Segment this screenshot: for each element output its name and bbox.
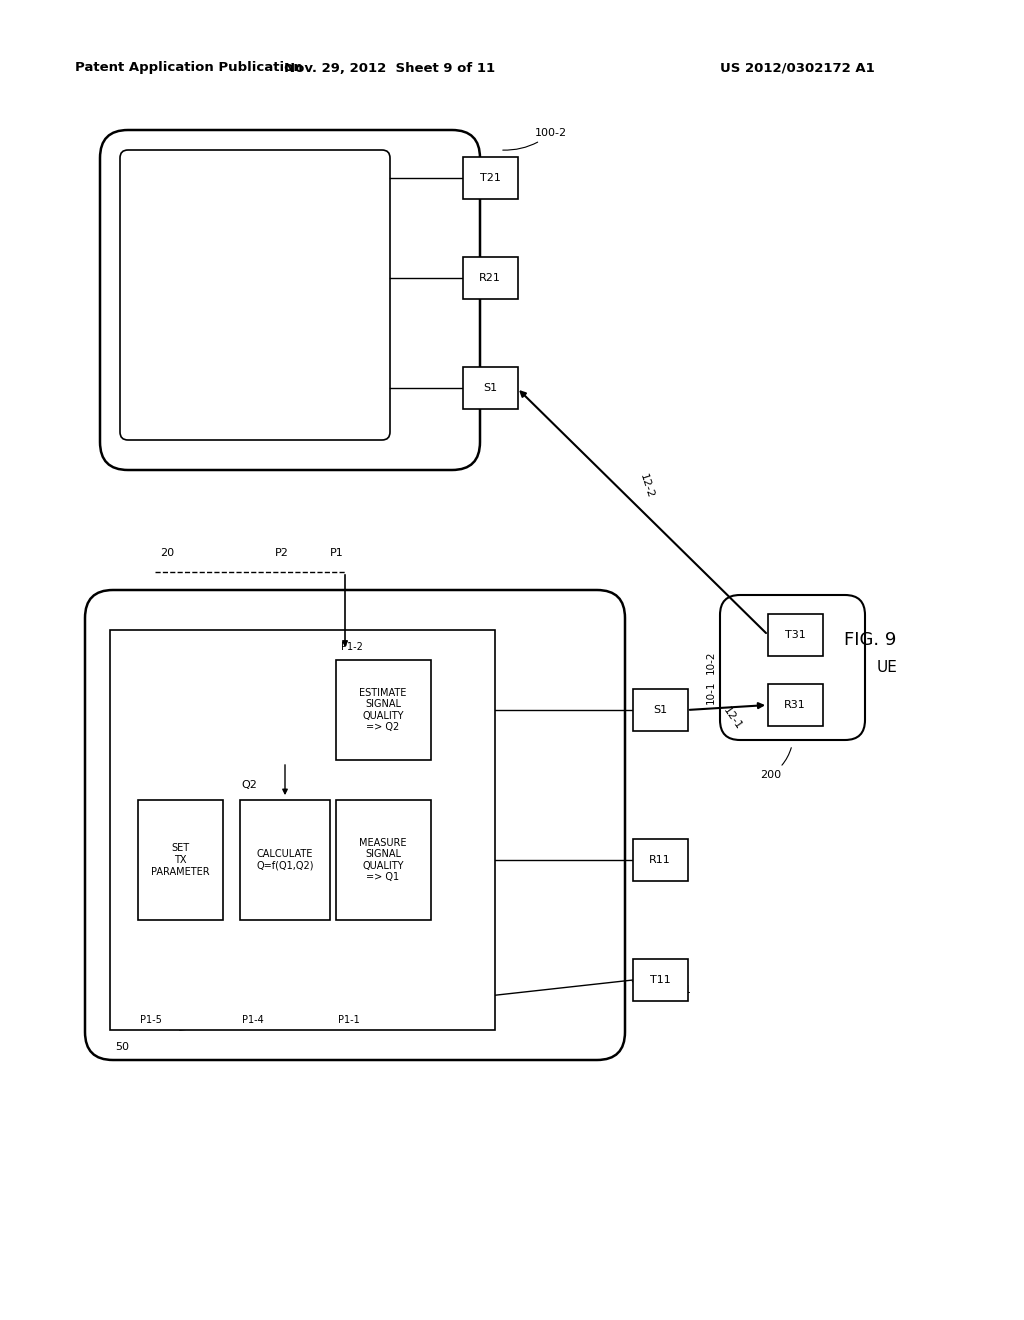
Text: 10-1: 10-1 <box>706 680 716 704</box>
Text: S1: S1 <box>483 383 497 393</box>
Bar <box>137 800 222 920</box>
FancyBboxPatch shape <box>100 129 480 470</box>
FancyBboxPatch shape <box>85 590 625 1060</box>
Text: FIG. 9: FIG. 9 <box>844 631 896 649</box>
Text: P2: P2 <box>275 548 289 558</box>
Text: 20: 20 <box>160 548 174 558</box>
Text: S1: S1 <box>653 705 667 715</box>
Text: ESTIMATE
SIGNAL
QUALITY
=> Q2: ESTIMATE SIGNAL QUALITY => Q2 <box>359 688 407 733</box>
Bar <box>463 157 517 199</box>
Text: MEASURE
SIGNAL
QUALITY
=> Q1: MEASURE SIGNAL QUALITY => Q1 <box>359 838 407 882</box>
Bar <box>110 630 495 1030</box>
Bar <box>336 800 430 920</box>
Bar <box>633 960 687 1001</box>
Text: T31: T31 <box>784 630 805 640</box>
Text: UE: UE <box>877 660 898 675</box>
FancyBboxPatch shape <box>120 150 390 440</box>
Text: P1-4: P1-4 <box>242 1015 264 1026</box>
Bar <box>240 800 330 920</box>
Text: Q2: Q2 <box>241 780 257 789</box>
Text: T21: T21 <box>479 173 501 183</box>
Text: R31: R31 <box>784 700 806 710</box>
Text: 12-2: 12-2 <box>638 473 655 499</box>
Text: P1: P1 <box>330 548 344 558</box>
Text: P1-5: P1-5 <box>140 1015 162 1026</box>
Text: 200: 200 <box>760 747 792 780</box>
Bar <box>463 367 517 409</box>
Text: 12-1: 12-1 <box>721 706 743 733</box>
Bar <box>336 660 430 760</box>
Bar <box>768 614 822 656</box>
FancyBboxPatch shape <box>720 595 865 741</box>
Text: P1-1: P1-1 <box>338 1015 359 1026</box>
Bar <box>463 257 517 300</box>
Text: US 2012/0302172 A1: US 2012/0302172 A1 <box>720 62 874 74</box>
Text: 100-1: 100-1 <box>633 982 692 995</box>
Text: Patent Application Publication: Patent Application Publication <box>75 62 303 74</box>
Text: Nov. 29, 2012  Sheet 9 of 11: Nov. 29, 2012 Sheet 9 of 11 <box>285 62 496 74</box>
Text: R21: R21 <box>479 273 501 282</box>
Bar <box>633 840 687 880</box>
Text: 10-2: 10-2 <box>706 651 716 673</box>
Text: T11: T11 <box>649 975 671 985</box>
Text: 100-2: 100-2 <box>503 128 567 150</box>
Bar <box>768 684 822 726</box>
Text: P1-2: P1-2 <box>341 642 362 652</box>
Text: 50: 50 <box>115 1041 129 1052</box>
Bar <box>633 689 687 731</box>
Text: CALCULATE
Q=f(Q1,Q2): CALCULATE Q=f(Q1,Q2) <box>256 849 313 871</box>
Text: SET
TX
PARAMETER: SET TX PARAMETER <box>151 843 209 876</box>
Text: R11: R11 <box>649 855 671 865</box>
